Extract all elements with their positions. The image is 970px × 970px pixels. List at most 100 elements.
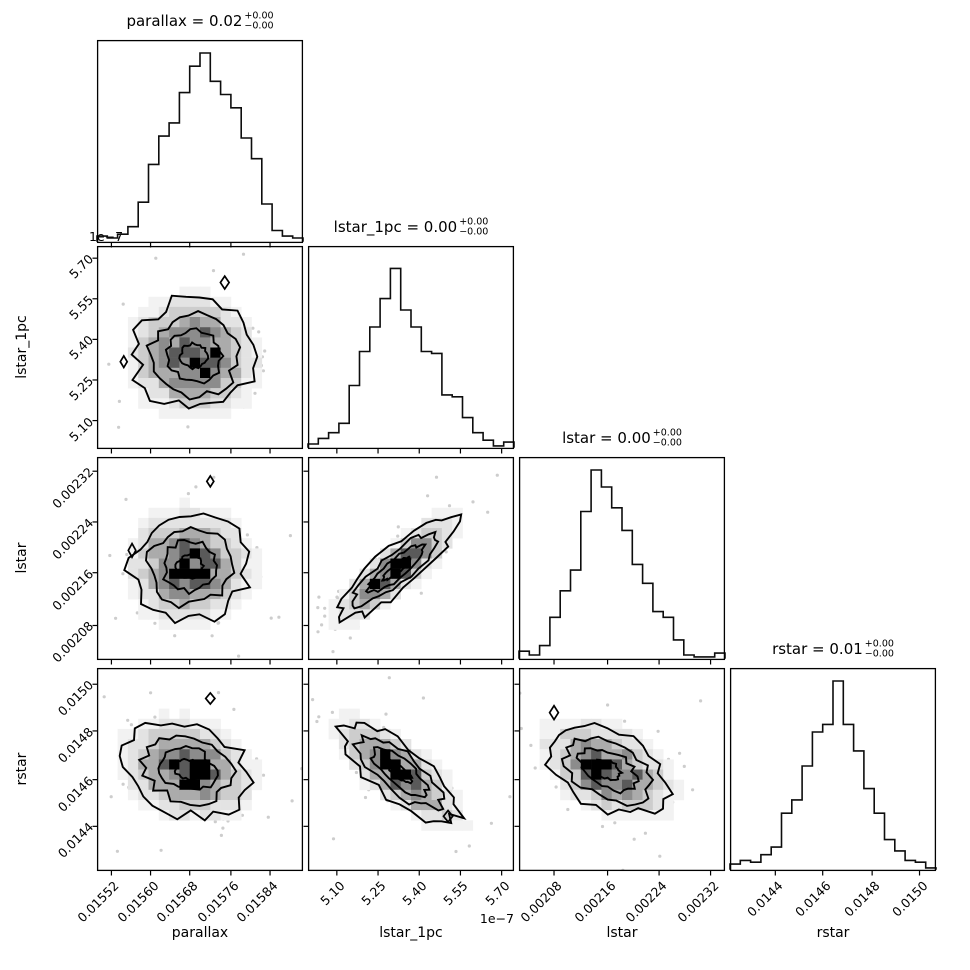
scatter-point [266, 815, 270, 819]
scatter-point [699, 699, 703, 703]
satellite-contour [219, 274, 231, 291]
scatter-point [154, 256, 158, 260]
scatter-point [554, 785, 558, 789]
scatter-point [257, 330, 261, 334]
hist-line-lstar [518, 469, 726, 659]
title-lstar-uncertainty: +0.00 −0.00 [652, 427, 682, 449]
scatter-point [529, 743, 533, 747]
scatter-point [125, 552, 129, 557]
scatter-point [107, 362, 111, 366]
scatter-point [600, 824, 605, 829]
scatter-point [311, 698, 315, 702]
scatter-point [211, 269, 216, 273]
satellite-contour [127, 541, 137, 559]
title-rstar-text: rstar = 0.01 [772, 640, 863, 659]
scatter-point [251, 326, 255, 330]
y-axis-label-lstar_1pc: lstar_1pc [14, 315, 30, 379]
scatter-point [288, 660, 291, 663]
panel-hist-rstar [729, 667, 937, 876]
scatter-point [316, 606, 320, 610]
scatter-point [253, 391, 257, 395]
x-axis-label-parallax: parallax [171, 925, 229, 941]
x-axis-label-lstar: lstar [606, 925, 638, 941]
title-rstar: rstar = 0.01 +0.00 −0.00 [730, 639, 936, 660]
scatter-point [240, 813, 244, 817]
x-axis-label-lstar_1pc: lstar_1pc [379, 925, 443, 941]
density-contour [118, 721, 255, 822]
density-contour [145, 310, 242, 401]
scatter-point [186, 425, 190, 429]
scatter-point [194, 485, 198, 489]
scatter-point [489, 821, 493, 825]
title-lstar_1pc: lstar_1pc = 0.00 +0.00 −0.00 [308, 217, 514, 238]
scatter-point [658, 854, 662, 858]
density-contour [380, 555, 412, 582]
scatter-point [682, 764, 686, 768]
scatter-point [124, 497, 128, 501]
satellite-contour [205, 474, 215, 489]
scatter-point [508, 795, 512, 799]
density-contour [560, 735, 655, 807]
satellite-contour [548, 704, 560, 722]
title-parallax-text: parallax = 0.02 [126, 12, 243, 31]
scatter-point [102, 695, 106, 699]
scatter-point [114, 616, 118, 620]
scatter-point [644, 875, 647, 878]
scatter-point [261, 773, 266, 777]
satellite-contour [119, 354, 129, 370]
scatter-point [269, 616, 273, 620]
scatter-point [216, 691, 221, 695]
title-lstar-text: lstar = 0.00 [562, 429, 651, 448]
scatter-point [221, 826, 225, 830]
scatter-point [317, 715, 321, 719]
scatter-point [121, 572, 125, 576]
density-contour [333, 721, 467, 825]
scatter-point [331, 837, 336, 841]
scatter-point [159, 848, 163, 852]
density-contour [174, 553, 206, 580]
y-axis-label-lstar: lstar [14, 542, 30, 574]
scatter-point [323, 614, 327, 618]
scatter-point [315, 719, 319, 724]
scatter-point [288, 534, 292, 538]
title-lstar_1pc-text: lstar_1pc = 0.00 [333, 218, 458, 237]
panel-hist-lstar [518, 456, 726, 665]
density-contour [335, 513, 463, 624]
scatter-point [507, 873, 510, 876]
satellite-contour [442, 809, 454, 824]
scatter-point [421, 696, 425, 700]
scatter-point [323, 606, 327, 610]
panel-2d-lstar-rstar [514, 667, 726, 878]
scatter-point [486, 510, 490, 514]
panel-2d-lstar_1pc-rstar [303, 667, 515, 876]
scatter-point [241, 252, 246, 256]
x-axis-label-rstar: rstar [816, 925, 850, 941]
scatter-point [434, 475, 439, 479]
density-contour [590, 758, 625, 782]
scatter-point [245, 533, 249, 537]
density-contour [351, 733, 446, 812]
title-rstar-uncertainty: +0.00 −0.00 [864, 638, 894, 660]
scatter-point [632, 837, 636, 841]
scatter-point [471, 500, 475, 504]
density-contour [164, 327, 225, 385]
scatter-point [277, 615, 281, 619]
scatter-point [396, 534, 400, 538]
hist-line-lstar_1pc [307, 267, 515, 448]
density-contour [384, 758, 414, 785]
scatter-point [354, 770, 358, 775]
scatter-point [613, 821, 617, 825]
scatter-point [115, 849, 119, 853]
scatter-point [126, 718, 130, 722]
density-contour [123, 512, 252, 625]
scatter-point [426, 494, 430, 498]
scatter-point [656, 729, 660, 733]
scatter-point [121, 302, 125, 306]
density-contour [364, 543, 428, 594]
scatter-point [91, 541, 94, 544]
x-axis-offset-lstar_1pc: 1e−7 [479, 911, 514, 926]
satellite-contour [204, 691, 217, 706]
density-contour [171, 757, 202, 782]
title-lstar: lstar = 0.00 +0.00 −0.00 [519, 428, 725, 449]
